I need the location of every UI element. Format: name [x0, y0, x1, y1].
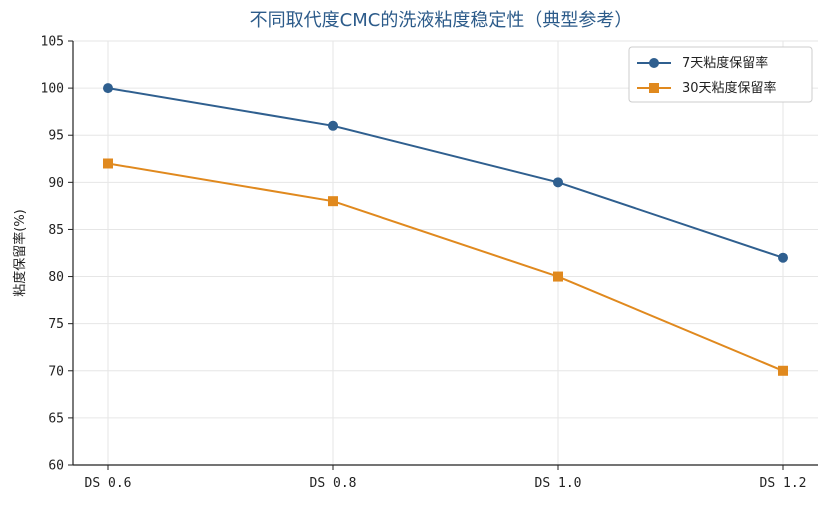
legend-box: [628, 46, 813, 103]
legend-label-30-day: 30天粘度保留率: [682, 80, 777, 96]
legend-item-7-day: 7天粘度保留率: [637, 55, 768, 71]
y-tick-label: 75: [48, 317, 64, 332]
y-tick-label: 85: [48, 223, 64, 238]
data-point-0-0: [103, 83, 113, 94]
y-tick-label: 65: [48, 411, 64, 426]
y-tick-label: 105: [41, 35, 64, 50]
y-tick-label: 100: [41, 82, 64, 97]
legend-marker-7-day: [649, 58, 659, 68]
y-tick-label: 90: [48, 176, 64, 191]
legend-item-30-day: 30天粘度保留率: [637, 80, 777, 96]
data-point-1-1: [328, 196, 338, 207]
chart-title: 不同取代度CMC的洗液粘度稳定性（典型参考）: [250, 10, 633, 31]
x-tick-label: DS 0.8: [310, 476, 357, 491]
data-point-0-1: [328, 120, 338, 131]
y-tick-label: 95: [48, 129, 64, 144]
y-tick-label: 70: [48, 364, 64, 379]
y-tick-label: 60: [48, 459, 64, 474]
grid-lines: [73, 40, 818, 466]
data-point-1-0: [103, 158, 113, 169]
x-tick-label: DS 1.2: [760, 476, 807, 491]
y-tick-label: 80: [48, 270, 64, 285]
legend: 7天粘度保留率 30天粘度保留率: [628, 46, 813, 103]
data-point-1-2: [553, 271, 563, 282]
axes: [68, 40, 818, 470]
data-point-0-3: [778, 252, 788, 263]
series-lines: [103, 83, 788, 376]
legend-marker-30-day: [649, 83, 659, 93]
series-line-0: [107, 87, 784, 259]
y-axis-label: 粘度保留率(%): [12, 209, 28, 297]
data-point-1-3: [778, 365, 788, 376]
x-tick-label: DS 1.0: [535, 476, 582, 491]
x-tick-label: DS 0.6: [85, 476, 132, 491]
tick-labels: 60 65 70 75 80 85 90 95 100 105 DS 0.6 DS 0.8 DS 1.0…: [41, 35, 807, 492]
data-point-0-2: [553, 177, 563, 188]
series-line-1: [107, 162, 784, 372]
legend-label-7-day: 7天粘度保留率: [682, 55, 768, 71]
